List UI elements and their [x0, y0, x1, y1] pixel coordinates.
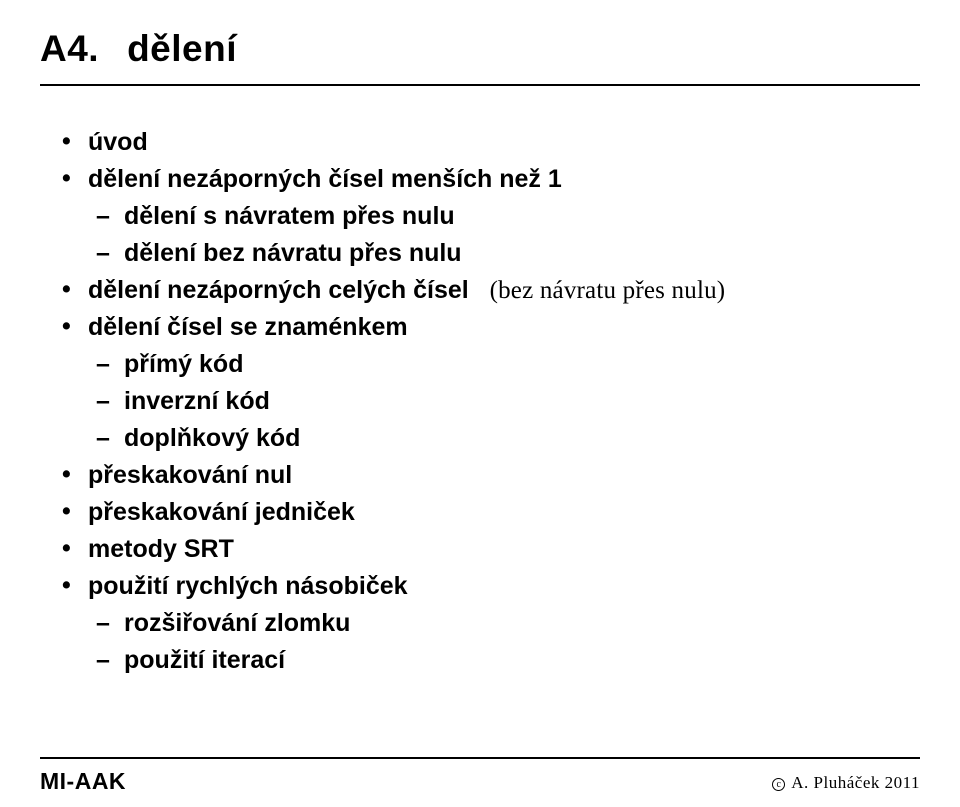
footer-author: A. Pluháček 2011	[791, 773, 920, 792]
item-note: (bez návratu přes nulu)	[490, 277, 726, 304]
footer-rule	[40, 757, 920, 759]
item-text: dělení nezáporných celých čísel	[88, 276, 469, 304]
list-item: použití rychlých násobiček rozšiřování z…	[62, 568, 920, 679]
item-text: použití rychlých násobiček	[88, 572, 408, 600]
sub-list: rozšiřování zlomku použití iterací	[88, 605, 920, 679]
item-text: inverzní kód	[124, 387, 270, 415]
sub-list: přímý kód inverzní kód doplňkový kód	[88, 346, 920, 457]
item-text: použití iterací	[124, 646, 285, 674]
list-item: dělení nezáporných celých čísel (bez náv…	[62, 272, 920, 309]
list-item: přímý kód	[96, 346, 920, 383]
item-text: rozšiřování zlomku	[124, 609, 350, 637]
list-item: dělení bez návratu přes nulu	[96, 235, 920, 272]
list-item: použití iterací	[96, 642, 920, 679]
slide: A4. dělení úvod dělení nezáporných čísel …	[0, 0, 960, 807]
title-text: dělení	[127, 28, 237, 69]
list-item: dělení s návratem přes nulu	[96, 198, 920, 235]
list-item: přeskakování nul	[62, 457, 920, 494]
item-text: dělení čísel se znaménkem	[88, 313, 408, 341]
list-item: úvod	[62, 124, 920, 161]
item-text: přeskakování jedniček	[88, 498, 355, 526]
item-text: dělení bez návratu přes nulu	[124, 239, 462, 267]
item-text: dělení s návratem přes nulu	[124, 202, 455, 230]
item-text: úvod	[88, 128, 148, 156]
title-rule	[40, 84, 920, 86]
list-item: dělení nezáporných čísel menších než 1 d…	[62, 161, 920, 272]
list-item: rozšiřování zlomku	[96, 605, 920, 642]
item-text: přeskakování nul	[88, 461, 292, 489]
item-text: metody SRT	[88, 535, 234, 563]
copyright-icon: c	[772, 778, 785, 791]
sub-list: dělení s návratem přes nulu dělení bez n…	[88, 198, 920, 272]
list-item: doplňkový kód	[96, 420, 920, 457]
list-item: metody SRT	[62, 531, 920, 568]
title-number: A4.	[40, 28, 99, 69]
item-text: doplňkový kód	[124, 424, 300, 452]
footer-left: MI-AAK	[40, 768, 126, 795]
slide-title: A4. dělení	[40, 28, 920, 74]
list-item: dělení čísel se znaménkem přímý kód inve…	[62, 309, 920, 457]
topic-list: úvod dělení nezáporných čísel menších ne…	[62, 124, 920, 679]
list-item: přeskakování jedniček	[62, 494, 920, 531]
item-text: přímý kód	[124, 350, 243, 378]
footer-right: c A. Pluháček 2011	[772, 773, 920, 793]
list-item: inverzní kód	[96, 383, 920, 420]
item-text: dělení nezáporných čísel menších než 1	[88, 165, 562, 193]
content-body: úvod dělení nezáporných čísel menších ne…	[40, 124, 920, 679]
